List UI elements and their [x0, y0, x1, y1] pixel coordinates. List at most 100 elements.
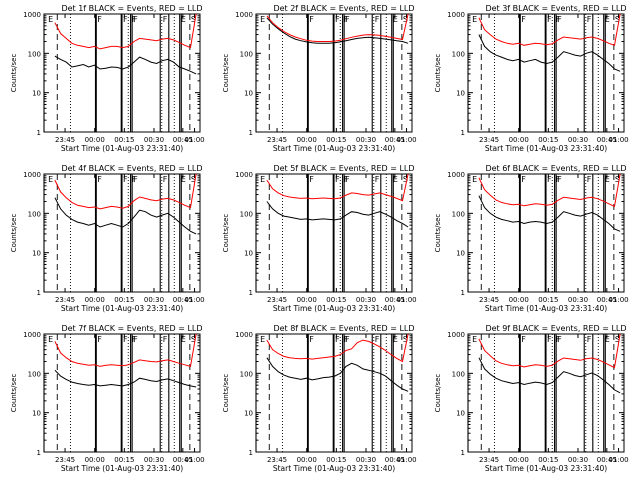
y-axis-label: Counts/sec — [222, 214, 230, 253]
panel-title: Det 9f BLACK = Events, RED = LLD — [485, 324, 626, 333]
series-line-lld — [266, 173, 409, 202]
series-line-lld — [478, 13, 621, 46]
x-tick-label: 00:30 — [356, 136, 376, 144]
y-tick-label: 100 — [452, 370, 465, 378]
y-tick-label: 100 — [452, 50, 465, 58]
x-tick-label: 01:00 — [396, 456, 416, 464]
marker-letter: F — [335, 15, 340, 24]
x-tick-label: 01:00 — [396, 136, 416, 144]
marker-letter: F — [547, 175, 552, 184]
panel-title: Det 7f BLACK = Events, RED = LLD — [61, 324, 202, 333]
marker-letter: S — [403, 335, 408, 344]
marker-letter: F — [97, 175, 102, 184]
marker-letter: S — [615, 15, 620, 24]
y-tick-label: 1000 — [23, 331, 41, 339]
marker-letter: F — [557, 15, 562, 24]
x-tick-label: 00:00 — [297, 456, 317, 464]
y-tick-label: 10 — [32, 250, 41, 258]
x-tick-label: 01:00 — [608, 296, 628, 304]
marker-letter: F — [132, 175, 137, 184]
y-tick-label: 1000 — [235, 171, 253, 179]
marker-letter: E — [393, 175, 398, 184]
marker-letter: F — [309, 335, 314, 344]
marker-letter: E — [260, 175, 265, 184]
marker-letter: F — [132, 335, 137, 344]
x-tick-label: 00:00 — [509, 136, 529, 144]
series-line-lld — [54, 173, 197, 210]
marker-letter: F — [556, 335, 561, 344]
chart-panel-1: Det 1f BLACK = Events, RED = LLD 1 10 100 10… — [10, 4, 205, 153]
x-axis-label: Start Time (01-Aug-03 23:31:40) — [485, 464, 607, 473]
y-tick-label: 100 — [240, 370, 253, 378]
y-tick-label: 100 — [452, 210, 465, 218]
marker-letter: E — [48, 15, 53, 24]
marker-letter: E — [605, 335, 610, 344]
marker-letter: F — [163, 335, 168, 344]
marker-letter: E — [260, 335, 265, 344]
series-line-lld — [54, 13, 197, 50]
marker-letter: E — [393, 15, 398, 24]
marker-letter: F — [133, 175, 138, 184]
series-line-events — [266, 17, 409, 44]
y-tick-label: 1000 — [23, 11, 41, 19]
y-tick-label: 10 — [456, 250, 465, 258]
x-tick-label: 23:45 — [479, 136, 499, 144]
x-tick-label: 00:45 — [597, 296, 617, 304]
y-tick-label: 10 — [32, 90, 41, 98]
x-tick-label: 00:30 — [568, 136, 588, 144]
x-tick-label: 00:45 — [173, 296, 193, 304]
marker-letter: F — [556, 15, 561, 24]
marker-letter: F — [345, 335, 350, 344]
marker-letter: F — [344, 335, 349, 344]
x-tick-label: 00:45 — [385, 296, 405, 304]
x-tick-label: 00:15 — [538, 136, 558, 144]
y-axis-label: Counts/sec — [10, 214, 18, 253]
x-tick-label: 00:45 — [597, 456, 617, 464]
x-tick-label: 00:15 — [114, 456, 134, 464]
marker-letter: F — [309, 15, 314, 24]
y-tick-label: 100 — [240, 210, 253, 218]
chart-panel-8: Det 8f BLACK = Events, RED = LLD 1 10 100 10… — [222, 324, 417, 473]
x-tick-label: 00:45 — [385, 456, 405, 464]
y-tick-label: 1 — [249, 449, 253, 457]
series-line-events — [54, 369, 197, 388]
panel-title: Det 8f BLACK = Events, RED = LLD — [273, 324, 414, 333]
x-tick-label: 23:45 — [55, 136, 75, 144]
marker-letter: E — [260, 15, 265, 24]
series-line-lld — [54, 333, 197, 368]
y-axis-label: Counts/sec — [434, 374, 442, 413]
x-axis-label: Start Time (01-Aug-03 23:31:40) — [273, 304, 395, 313]
x-tick-label: 00:45 — [597, 136, 617, 144]
chart-panel-3: Det 3f BLACK = Events, RED = LLD 1 10 100 10… — [434, 4, 629, 153]
x-axis-label: Start Time (01-Aug-03 23:31:40) — [273, 464, 395, 473]
chart-panel-2: Det 2f BLACK = Events, RED = LLD 1 10 100 10… — [222, 4, 417, 153]
marker-letter: F — [587, 335, 592, 344]
x-tick-label: 23:45 — [267, 456, 287, 464]
x-tick-label: 00:00 — [509, 456, 529, 464]
y-tick-label: 100 — [28, 50, 41, 58]
series-line-events — [54, 197, 197, 235]
y-tick-label: 100 — [240, 50, 253, 58]
marker-letter: F — [587, 15, 592, 24]
x-tick-label: 00:15 — [538, 456, 558, 464]
x-tick-label: 23:45 — [267, 136, 287, 144]
y-tick-label: 1000 — [447, 11, 465, 19]
chart-panel-7: Det 7f BLACK = Events, RED = LLD 1 10 100 10… — [10, 324, 205, 473]
y-tick-label: 100 — [28, 370, 41, 378]
x-tick-label: 00:15 — [114, 296, 134, 304]
y-tick-label: 1 — [249, 289, 253, 297]
x-tick-label: 00:30 — [144, 456, 164, 464]
x-tick-label: 00:30 — [568, 456, 588, 464]
x-tick-label: 00:15 — [326, 136, 346, 144]
marker-letter: F — [344, 15, 349, 24]
marker-letter: E — [393, 335, 398, 344]
x-tick-label: 00:45 — [385, 136, 405, 144]
x-tick-label: 00:30 — [144, 296, 164, 304]
y-axis-label: Counts/sec — [10, 54, 18, 93]
y-axis-label: Counts/sec — [10, 374, 18, 413]
y-tick-label: 1 — [249, 129, 253, 137]
marker-letter: E — [472, 175, 477, 184]
x-axis-label: Start Time (01-Aug-03 23:31:40) — [485, 304, 607, 313]
panel-title: Det 2f BLACK = Events, RED = LLD — [273, 4, 414, 13]
marker-letter: F — [133, 15, 138, 24]
